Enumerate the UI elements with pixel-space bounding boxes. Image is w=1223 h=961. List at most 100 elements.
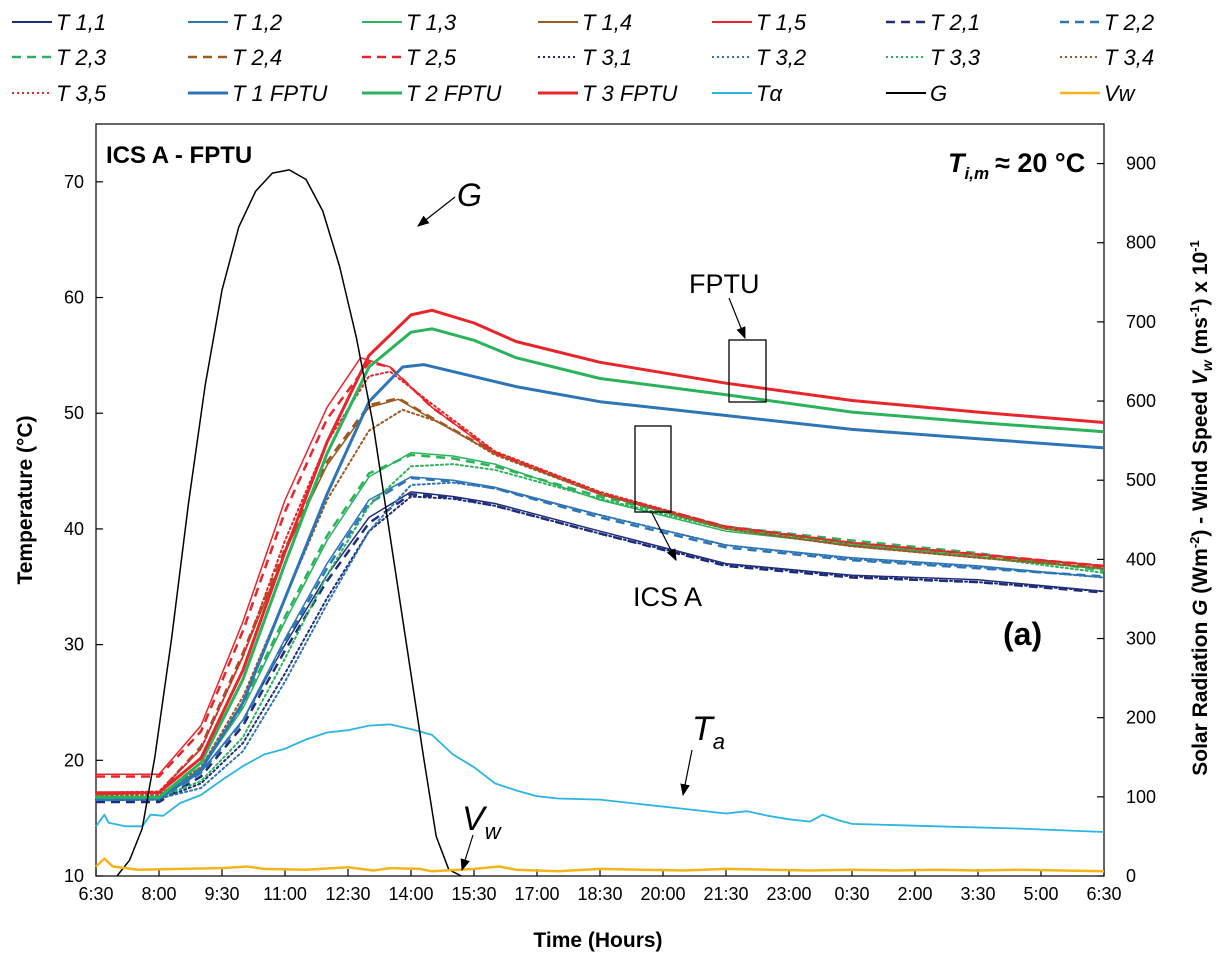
legend-label: T 1,3 xyxy=(406,10,457,35)
y2-tick-label: 200 xyxy=(1126,708,1156,728)
y2-tick-label: 900 xyxy=(1126,154,1156,174)
y-tick-label: 50 xyxy=(64,403,84,423)
legend-label: T 2 FPTU xyxy=(406,81,501,106)
ta-annotation: Ta xyxy=(692,710,725,754)
x-tick-label: 14:00 xyxy=(388,884,433,904)
x-tick-label: 11:00 xyxy=(263,884,307,904)
x-tick-label: 6:30 xyxy=(1086,884,1121,904)
x-tick-label: 18:30 xyxy=(577,884,622,904)
x-axis-title: Time (Hours) xyxy=(533,929,662,952)
x-tick-label: 0:30 xyxy=(834,884,869,904)
legend-item: T 3,1 xyxy=(538,45,632,70)
right-axis: 0 100 200 300 400 500 600 700 800 900 xyxy=(1097,154,1156,886)
series-line-t-1-2 xyxy=(95,476,1105,802)
x-tick-label: 15:30 xyxy=(451,884,496,904)
series-layer xyxy=(95,169,1105,877)
legend-label: T 3 FPTU xyxy=(582,81,677,106)
legend-label: T 3,4 xyxy=(1104,45,1154,70)
legend-label: T 2,1 xyxy=(930,10,980,35)
y-tick-label: 20 xyxy=(64,750,84,770)
series-line-t-3-2 xyxy=(95,481,1105,800)
series-line-g xyxy=(116,169,462,877)
y-tick-label: 60 xyxy=(64,288,84,308)
fptu-arrow xyxy=(728,297,746,340)
series-line-t-1-3 xyxy=(95,451,1105,801)
legend-item: T 1,4 xyxy=(538,10,632,35)
g-annotation: G xyxy=(457,177,482,213)
legend-item: T 2,1 xyxy=(886,10,980,35)
legend-item: T 1,2 xyxy=(188,10,282,35)
y2-tick-label: 500 xyxy=(1126,470,1156,490)
legend-item: T 1,1 xyxy=(12,10,106,35)
series-line-vw xyxy=(95,857,1105,873)
legend-label: T 2,3 xyxy=(56,45,107,70)
legend-label: T 2,4 xyxy=(232,45,282,70)
condition-label: Ti,m ≈ 20 °C xyxy=(948,148,1085,183)
legend-label: T 1,5 xyxy=(756,10,807,35)
y2-tick-label: 600 xyxy=(1126,391,1156,411)
legend-label: G xyxy=(930,81,947,106)
x-tick-label: 2:00 xyxy=(897,884,932,904)
legend-label: Vw xyxy=(1104,81,1137,106)
y-tick-label: 30 xyxy=(64,635,84,655)
y2-tick-label: 0 xyxy=(1126,866,1136,886)
x-tick-label: 3:30 xyxy=(960,884,995,904)
series-line-t-3-4 xyxy=(95,408,1105,796)
legend-item: T 3,4 xyxy=(1060,45,1154,70)
legend-item: T 1 FPTU xyxy=(188,81,327,106)
legend-label: T 2,5 xyxy=(406,45,457,70)
legend-item: G xyxy=(886,81,947,106)
y-axis-title: Temperature (°C) xyxy=(14,415,37,584)
legend-label: T 1 FPTU xyxy=(232,81,327,106)
x-tick-label: 8:00 xyxy=(141,884,176,904)
series-line-t-2-4 xyxy=(96,396,1105,794)
legend-item: T 2,3 xyxy=(12,45,107,70)
legend-label: T 1,2 xyxy=(232,10,282,35)
ta-arrow xyxy=(680,749,693,797)
legend-item: Vw xyxy=(1060,81,1137,106)
legend-item: T 3,5 xyxy=(12,81,107,106)
legend-item: T 3,3 xyxy=(886,45,981,70)
x-axis: 6:30 8:00 9:30 11:00 12:30 14:00 15:30 17:00 18:… xyxy=(78,869,1122,904)
series-line-t-2-fptu xyxy=(96,327,1105,799)
y2-tick-label: 800 xyxy=(1126,233,1156,253)
legend-label: T 3,5 xyxy=(56,81,107,106)
series-line-t-3-3 xyxy=(95,463,1105,799)
legend-item: T 2,4 xyxy=(188,45,282,70)
x-tick-label: 17:00 xyxy=(514,884,559,904)
series-line-t-1-fptu xyxy=(95,363,1105,802)
left-axis: 10 20 30 40 50 60 70 xyxy=(64,172,103,886)
x-tick-label: 23:00 xyxy=(766,884,811,904)
y-tick-label: 40 xyxy=(64,519,84,539)
legend-label: Tα xyxy=(756,81,783,106)
legend-label: T 3,1 xyxy=(582,45,632,70)
y2-tick-label: 700 xyxy=(1126,312,1156,332)
y2-tick-label: 400 xyxy=(1126,549,1156,569)
legend-item: T 2,5 xyxy=(362,45,457,70)
legend-item: T 1,3 xyxy=(362,10,457,35)
x-tick-label: 9:30 xyxy=(204,884,239,904)
legend-item: T 3,2 xyxy=(712,45,806,70)
vw-arrow xyxy=(460,834,474,872)
fptu-annotation: FPTU xyxy=(689,269,760,299)
series-line-t- xyxy=(95,723,1105,833)
x-tick-label: 12:30 xyxy=(325,884,370,904)
legend-label: T 1,4 xyxy=(582,10,632,35)
vw-annotation: Vw xyxy=(462,800,503,844)
legend-label: T 1,1 xyxy=(56,10,106,35)
series-line-t-3-1 xyxy=(95,495,1105,801)
x-tick-label: 21:30 xyxy=(703,884,748,904)
series-line-t-3-fptu xyxy=(96,308,1105,795)
legend-item: T 2,2 xyxy=(1060,10,1154,35)
fptu-box xyxy=(728,339,767,403)
x-tick-label: 5:00 xyxy=(1023,884,1058,904)
legend: T 1,1 T 1,2 T 1,3 T 1,4 T 1,5 T 2,1 T 2,2 T 2,3… xyxy=(12,10,1154,106)
legend-item: T 3 FPTU xyxy=(538,81,677,106)
y-tick-label: 70 xyxy=(64,172,84,192)
legend-label: T 3,3 xyxy=(930,45,981,70)
series-line-t-2-1 xyxy=(96,492,1105,804)
series-line-t-3-5 xyxy=(95,370,1105,794)
y2-axis-title: Solar Radiation G (Wm-2) - Wind Speed Vw… xyxy=(1187,240,1215,776)
y2-tick-label: 300 xyxy=(1126,629,1156,649)
g-arrow xyxy=(417,196,456,227)
